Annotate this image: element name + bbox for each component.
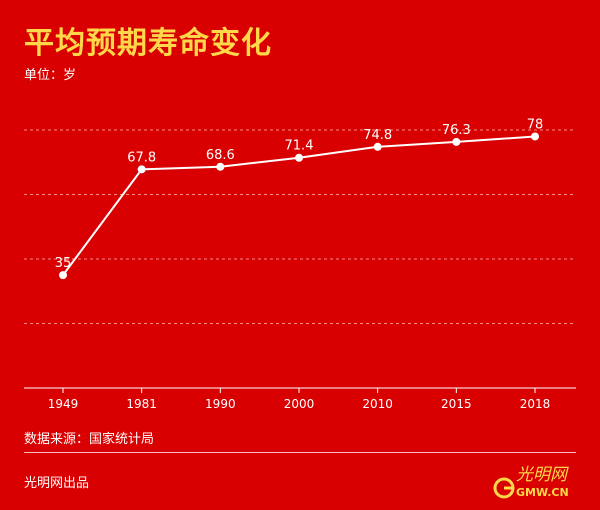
footer-divider <box>24 452 576 453</box>
x-tick-label: 1990 <box>205 397 236 411</box>
data-label: 76.3 <box>442 123 471 138</box>
data-label: 68.6 <box>206 148 235 163</box>
data-label: 78 <box>527 117 544 132</box>
gmw-logo: 光明网 GMW.CN <box>493 465 569 499</box>
x-tick-label: 2000 <box>284 397 315 411</box>
data-point <box>59 271 67 280</box>
x-tick-label: 2010 <box>362 397 393 411</box>
data-point <box>216 162 225 171</box>
data-point <box>137 165 146 174</box>
x-tick-label: 1949 <box>48 397 79 411</box>
data-point <box>295 153 303 162</box>
logo-subtext: GMW.CN <box>516 486 569 499</box>
logo-g-mark <box>493 477 515 499</box>
data-label: 67.8 <box>127 150 156 165</box>
unit-label: 单位：岁 <box>24 68 77 83</box>
line-chart: 1949 1981 1990 2000 2010 2015 2018 35 67.8 68.6 71… <box>24 117 576 411</box>
data-label: 35 <box>55 256 72 271</box>
data-label: 74.8 <box>363 128 392 143</box>
chart-title: 平均预期寿命变化 <box>24 26 272 61</box>
data-point <box>373 142 382 151</box>
x-tick-label: 2015 <box>441 397 472 411</box>
x-tick-label: 1981 <box>126 397 157 411</box>
data-source: 数据来源：国家统计局 <box>24 432 155 447</box>
data-label: 71.4 <box>285 139 314 154</box>
data-point <box>452 137 461 146</box>
data-point <box>531 132 539 141</box>
logo-text: 光明网 <box>516 465 569 485</box>
publisher-credit: 光明网出品 <box>24 476 90 491</box>
x-tick-label: 2018 <box>520 397 551 411</box>
